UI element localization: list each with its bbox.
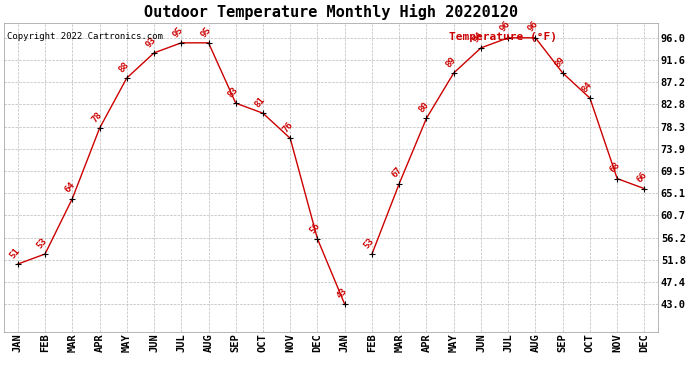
Text: 68: 68 xyxy=(608,160,622,175)
Text: 96: 96 xyxy=(526,20,540,34)
Text: 76: 76 xyxy=(281,120,295,134)
Text: 81: 81 xyxy=(253,95,267,109)
Text: 95: 95 xyxy=(172,25,186,39)
Title: Outdoor Temperature Monthly High 20220120: Outdoor Temperature Monthly High 2022012… xyxy=(144,4,518,20)
Text: 53: 53 xyxy=(362,236,376,250)
Text: 64: 64 xyxy=(63,181,77,195)
Text: 93: 93 xyxy=(144,35,158,49)
Text: 78: 78 xyxy=(90,110,104,124)
Text: 67: 67 xyxy=(390,166,404,180)
Text: Temperature (°F): Temperature (°F) xyxy=(448,32,557,42)
Text: 51: 51 xyxy=(8,246,22,260)
Text: 88: 88 xyxy=(117,60,131,74)
Text: 53: 53 xyxy=(35,236,49,250)
Text: 89: 89 xyxy=(553,55,567,69)
Text: 66: 66 xyxy=(635,171,649,184)
Text: 96: 96 xyxy=(499,20,513,34)
Text: Copyright 2022 Cartronics.com: Copyright 2022 Cartronics.com xyxy=(8,32,164,41)
Text: 80: 80 xyxy=(417,100,431,114)
Text: 94: 94 xyxy=(471,30,485,44)
Text: 43: 43 xyxy=(335,286,349,300)
Text: 84: 84 xyxy=(580,80,594,94)
Text: 95: 95 xyxy=(199,25,213,39)
Text: 89: 89 xyxy=(444,55,458,69)
Text: 56: 56 xyxy=(308,221,322,235)
Text: 83: 83 xyxy=(226,85,240,99)
